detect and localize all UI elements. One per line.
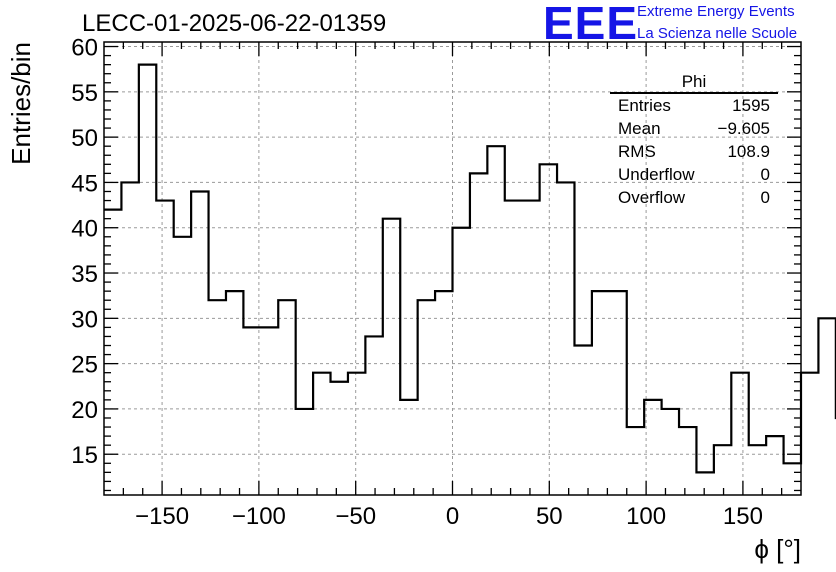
histogram-bin bbox=[714, 445, 731, 495]
y-tick-label: 60 bbox=[71, 35, 98, 62]
histogram-bin bbox=[487, 146, 504, 495]
histogram-bin bbox=[540, 164, 557, 495]
histogram-bin bbox=[209, 300, 226, 495]
histogram-bin bbox=[453, 228, 470, 495]
histogram-bin bbox=[191, 191, 208, 495]
y-tick-label: 30 bbox=[71, 306, 98, 333]
y-axis-label: Entries/bin bbox=[6, 42, 36, 165]
stats-label: Overflow bbox=[618, 188, 686, 207]
histogram-bin bbox=[400, 400, 417, 495]
stats-row-underflow: Underflow 0 bbox=[610, 163, 778, 186]
y-tick-label: 40 bbox=[71, 216, 98, 243]
histogram-bin bbox=[139, 65, 156, 495]
histogram-bin bbox=[522, 201, 539, 495]
histogram-bin bbox=[801, 373, 818, 495]
stats-label: RMS bbox=[618, 142, 656, 161]
histogram-bin bbox=[731, 373, 748, 495]
tick-labels: −150 −100 −50 0 50 100 150 15 20 25 30 35 40 45 50 55 60 bbox=[71, 35, 763, 530]
histogram-bin bbox=[749, 445, 766, 495]
histogram-bin bbox=[174, 237, 191, 495]
y-tick-label: 35 bbox=[71, 261, 98, 288]
x-tick-label: −100 bbox=[232, 503, 286, 530]
stats-value: 0 bbox=[760, 165, 770, 184]
histogram-bin bbox=[592, 291, 609, 495]
x-tick-label: 0 bbox=[446, 503, 459, 530]
stats-value: 1595 bbox=[732, 96, 770, 115]
histogram-bin bbox=[278, 300, 295, 495]
chart-title: LECC-01-2025-06-22-01359 bbox=[82, 10, 387, 37]
y-tick-label: 25 bbox=[71, 352, 98, 379]
histogram-bin bbox=[418, 300, 435, 495]
histogram-bin bbox=[365, 336, 382, 495]
x-axis-label: ϕ [°] bbox=[754, 534, 801, 564]
histogram-bin bbox=[296, 409, 313, 495]
stats-box: Phi Entries 1595 Mean −9.605 RMS 108.9 U… bbox=[610, 72, 778, 209]
histogram-bin bbox=[243, 327, 260, 495]
histogram-bin bbox=[818, 318, 835, 495]
histogram-bin bbox=[766, 436, 783, 495]
x-tick-label: −50 bbox=[335, 503, 376, 530]
stats-row-overflow: Overflow 0 bbox=[610, 186, 778, 209]
logo-tagline-1: Extreme Energy Events bbox=[637, 3, 795, 20]
histogram-bin bbox=[505, 201, 522, 495]
histogram-bin bbox=[574, 346, 591, 495]
histogram-bin bbox=[348, 373, 365, 495]
x-tick-label: 150 bbox=[723, 503, 763, 530]
y-tick-label: 15 bbox=[71, 442, 98, 469]
histogram-bin bbox=[609, 291, 626, 495]
histogram-bin bbox=[470, 173, 487, 495]
plot-frame bbox=[103, 41, 802, 496]
axis-ticks bbox=[104, 42, 801, 495]
x-tick-label: −150 bbox=[135, 503, 189, 530]
x-tick-label: 100 bbox=[626, 503, 666, 530]
x-tick-label: 50 bbox=[536, 503, 563, 530]
stats-label: Entries bbox=[618, 96, 671, 115]
stats-title: Phi bbox=[610, 72, 778, 94]
histogram-bin bbox=[313, 373, 330, 495]
histogram-bin bbox=[226, 291, 243, 495]
stats-label: Mean bbox=[618, 119, 661, 138]
histogram-bin bbox=[644, 400, 661, 495]
stats-row-mean: Mean −9.605 bbox=[610, 117, 778, 140]
eee-logo: EEE bbox=[543, 0, 639, 49]
histogram-bin bbox=[679, 427, 696, 495]
stats-row-entries: Entries 1595 bbox=[610, 94, 778, 117]
histogram-bin bbox=[662, 409, 679, 495]
logo-tagline-2: La Scienza nelle Scuole bbox=[637, 25, 798, 42]
y-tick-label: 55 bbox=[71, 80, 98, 107]
y-tick-label: 45 bbox=[71, 170, 98, 197]
histogram-bin bbox=[104, 210, 121, 495]
histogram-bin bbox=[156, 201, 173, 495]
histogram-bin bbox=[383, 219, 400, 495]
histogram-bin bbox=[261, 327, 278, 495]
histogram-bin bbox=[784, 463, 801, 495]
histogram-bin bbox=[557, 182, 574, 495]
histogram-bin bbox=[627, 427, 644, 495]
stats-label: Underflow bbox=[618, 165, 695, 184]
histogram-bin bbox=[331, 382, 348, 495]
y-tick-label: 50 bbox=[71, 125, 98, 152]
histogram-bin bbox=[121, 182, 138, 495]
stats-value: 108.9 bbox=[727, 142, 770, 161]
histogram-bin bbox=[696, 472, 713, 495]
stats-value: 0 bbox=[760, 188, 770, 207]
stats-value: −9.605 bbox=[717, 119, 770, 138]
y-tick-label: 20 bbox=[71, 397, 98, 424]
stats-row-rms: RMS 108.9 bbox=[610, 140, 778, 163]
histogram-bin bbox=[435, 291, 452, 495]
